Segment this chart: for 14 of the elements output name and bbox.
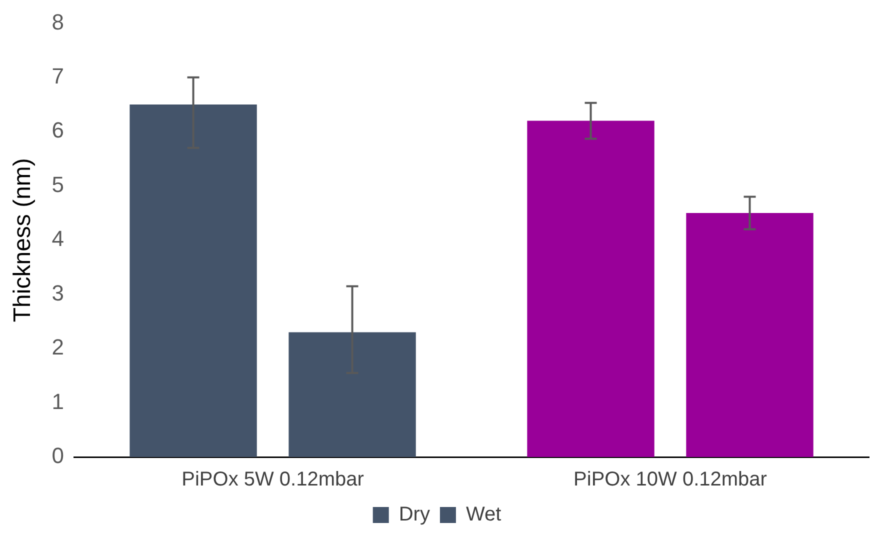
y-tick-label: 6 <box>52 118 64 143</box>
y-tick-label: 7 <box>52 63 64 88</box>
y-tick-label: 8 <box>52 9 64 34</box>
legend-label: Dry <box>398 504 430 526</box>
y-tick-label: 1 <box>52 388 64 414</box>
y-tick-label: 4 <box>52 226 64 252</box>
y-tick-label: 0 <box>52 443 64 468</box>
y-tick-label: 5 <box>52 172 64 197</box>
legend-label: Wet <box>466 504 502 526</box>
y-tick-label: 2 <box>52 334 64 360</box>
x-tick-label: PiPOx 10W 0.12mbar <box>574 468 768 491</box>
y-tick-label: 3 <box>52 280 64 306</box>
y-axis-title: Thickness (nm) <box>9 158 36 322</box>
x-tick-label: PiPOx 5W 0.12mbar <box>182 468 364 491</box>
